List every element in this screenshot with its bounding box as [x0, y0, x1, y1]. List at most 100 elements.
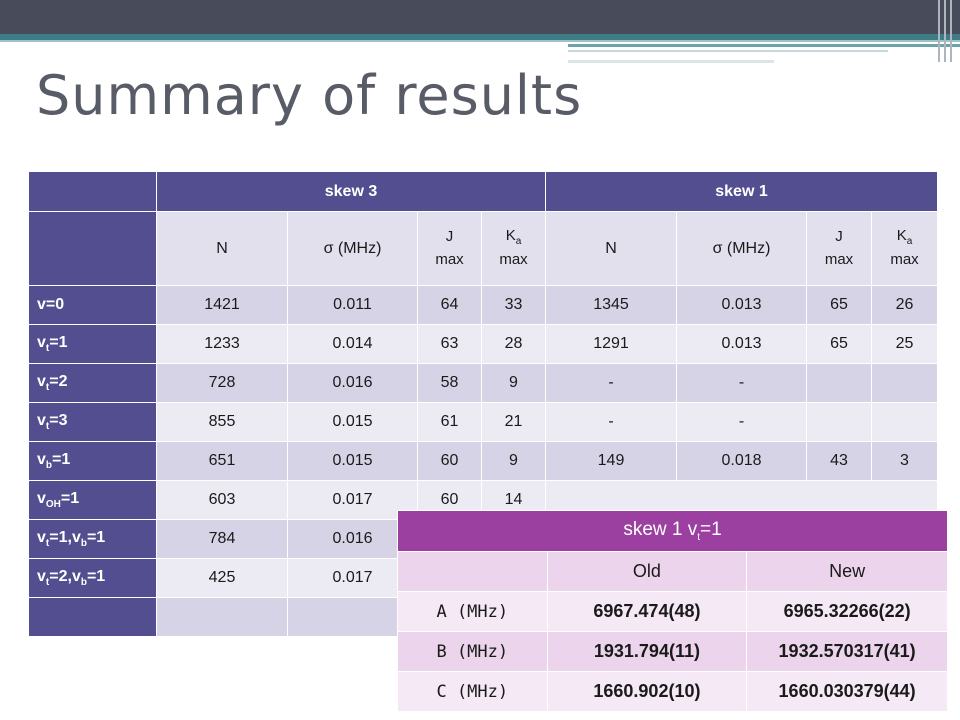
row-label: C (MHz): [397, 671, 548, 712]
table-cell: 33: [481, 285, 546, 325]
table-cell: 1932.570317(41): [746, 631, 948, 672]
table-cell: -: [545, 363, 677, 403]
table-row: A (MHz) 6967.474(48) 6965.32266(22): [397, 591, 948, 632]
table-cell: 1421: [156, 285, 288, 325]
table-cell: 1660.030379(44): [746, 671, 948, 712]
table-cell: 0.018: [676, 441, 807, 481]
corner-cell: [28, 171, 157, 212]
column-header: σ (MHz): [287, 211, 418, 286]
table-cell: 60: [417, 441, 482, 481]
table-cell: 0.011: [287, 285, 418, 325]
table-cell: 6965.32266(22): [746, 591, 948, 632]
corner-cell: [28, 211, 157, 286]
row-label: vt=1,vb=1: [28, 519, 157, 559]
table-cell: 1233: [156, 324, 288, 364]
table-cell: 149: [545, 441, 677, 481]
table-cell: 21: [481, 402, 546, 442]
table-cell: 0.013: [676, 285, 807, 325]
table-cell: 0.017: [287, 480, 418, 520]
accent-line-4: [568, 60, 774, 63]
row-label: v=0: [28, 285, 157, 325]
row-label: B (MHz): [397, 631, 548, 672]
column-header: Old: [546, 551, 748, 592]
group-header-row: skew 3 skew 1: [28, 171, 938, 212]
table-cell: 0.015: [287, 441, 418, 481]
row-label: vOH=1: [28, 480, 157, 520]
table-cell: 0.014: [287, 324, 418, 364]
inset-header-row: Old New: [397, 551, 948, 592]
table-cell: 64: [417, 285, 482, 325]
top-bar: [0, 0, 960, 34]
table-cell: 65: [806, 285, 872, 325]
table-cell: [287, 597, 418, 637]
inset-table: skew 1 vt=1 Old New A (MHz) 6967.474(48)…: [397, 510, 948, 712]
table-cell: 1660.902(10): [546, 671, 748, 712]
table-cell: 1931.794(11): [546, 631, 748, 672]
table-cell: 1291: [545, 324, 677, 364]
table-cell: [871, 402, 938, 442]
column-header: Ka max: [871, 211, 938, 286]
table-cell: 65: [806, 324, 872, 364]
row-label: [28, 597, 157, 637]
table-row: B (MHz) 1931.794(11) 1932.570317(41): [397, 631, 948, 672]
table-cell: 58: [417, 363, 482, 403]
table-cell: [806, 402, 872, 442]
table-cell: 9: [481, 363, 546, 403]
table-cell: 425: [156, 558, 288, 598]
table-cell: -: [676, 402, 807, 442]
table-cell: 0.016: [287, 363, 418, 403]
inset-title-row: skew 1 vt=1: [397, 510, 948, 552]
row-label: vt=1: [28, 324, 157, 364]
row-label: A (MHz): [397, 591, 548, 632]
table-row: vt=2 728 0.016 58 9 - -: [28, 363, 938, 403]
table-cell: 0.013: [676, 324, 807, 364]
accent-line-thin: [0, 40, 960, 42]
group-header: skew 1: [545, 171, 938, 212]
row-label: vb=1: [28, 441, 157, 481]
table-cell: 0.017: [287, 558, 418, 598]
column-header: σ (MHz): [676, 211, 807, 286]
table-cell: 43: [806, 441, 872, 481]
table-cell: 6967.474(48): [546, 591, 748, 632]
decor-vline: [950, 0, 952, 62]
table-cell: [156, 597, 288, 637]
table-cell: 728: [156, 363, 288, 403]
table-cell: 0.016: [287, 519, 418, 559]
table-row: vt=3 855 0.015 61 21 - -: [28, 402, 938, 442]
page-title: Summary of results: [36, 64, 583, 127]
table-cell: 784: [156, 519, 288, 559]
table-cell: 603: [156, 480, 288, 520]
table-cell: [871, 363, 938, 403]
row-label: vt=2,vb=1: [28, 558, 157, 598]
table-cell: 3: [871, 441, 938, 481]
table-cell: -: [545, 402, 677, 442]
group-header: skew 3: [156, 171, 546, 212]
table-cell: 26: [871, 285, 938, 325]
accent-line-2: [568, 44, 960, 47]
row-label: vt=2: [28, 363, 157, 403]
table-row: v=0 1421 0.011 64 33 1345 0.013 65 26: [28, 285, 938, 325]
column-header: Ka max: [481, 211, 546, 286]
row-label: vt=3: [28, 402, 157, 442]
table-cell: 25: [871, 324, 938, 364]
table-cell: 855: [156, 402, 288, 442]
table-cell: 9: [481, 441, 546, 481]
table-cell: 1345: [545, 285, 677, 325]
column-header: N: [545, 211, 677, 286]
table-cell: 651: [156, 441, 288, 481]
table-cell: 63: [417, 324, 482, 364]
table-cell: [806, 363, 872, 403]
table-cell: 0.015: [287, 402, 418, 442]
table-cell: -: [676, 363, 807, 403]
accent-line: [0, 34, 960, 40]
decor-vline: [944, 0, 946, 62]
column-header: [397, 551, 548, 592]
table-row: vb=1 651 0.015 60 9 149 0.018 43 3: [28, 441, 938, 481]
decor-vline: [938, 0, 940, 62]
table-cell: 61: [417, 402, 482, 442]
column-header: N: [156, 211, 288, 286]
